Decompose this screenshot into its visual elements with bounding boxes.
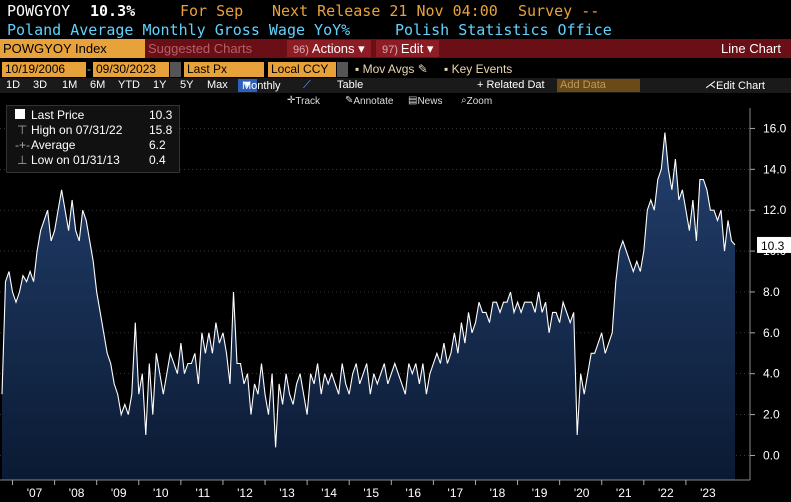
header-line-1: POWGYOY 10.3% For Sep Next Release 21 No… xyxy=(0,0,791,20)
edit-button[interactable]: 97) Edit ▾ xyxy=(376,40,440,57)
ticker: POWGYOY xyxy=(7,2,71,20)
track-tool[interactable]: ✛ Track xyxy=(287,95,321,107)
x-tick-label: '17 xyxy=(448,486,464,500)
header-line-2: Poland Average Monthly Gross Wage YoY% P… xyxy=(0,20,791,39)
related-data-button[interactable]: + Related Dat xyxy=(477,79,545,91)
series-line xyxy=(1,132,736,448)
x-tick-label: '21 xyxy=(616,486,632,500)
period-1m[interactable]: 1M xyxy=(62,79,78,91)
period-1y[interactable]: 1Y xyxy=(153,79,167,91)
x-tick-label: '10 xyxy=(153,486,169,500)
chart-line-icon[interactable]: ⟋ xyxy=(303,79,311,91)
start-date-input[interactable]: 10/19/2006 xyxy=(2,62,86,77)
legend: Last Price 10.3 ⊤ High on 07/31/22 15.8 … xyxy=(6,105,180,173)
for-period: For Sep xyxy=(180,2,244,20)
y-tick-label: 8.0 xyxy=(763,285,780,299)
bracket-icon: ⊤ xyxy=(17,123,28,137)
y-tick-label: 4.0 xyxy=(763,367,780,381)
x-tick-label: '07 xyxy=(27,486,43,500)
x-tick-label: '23 xyxy=(700,486,716,500)
y-tick-label: 6.0 xyxy=(763,326,780,340)
y-tick-label: 12.0 xyxy=(763,203,787,217)
end-date-input[interactable]: 09/30/2023 xyxy=(93,62,169,77)
currency-select[interactable]: Local CCY xyxy=(268,62,336,77)
period-3d[interactable]: 3D xyxy=(33,79,48,91)
next-release: Next Release 21 Nov 04:00 xyxy=(272,2,498,20)
x-tick-label: '15 xyxy=(363,486,379,500)
white-square-icon xyxy=(15,109,25,119)
period-1d[interactable]: 1D xyxy=(6,79,21,91)
chart-type-label: Line Chart xyxy=(721,41,781,56)
x-tick-label: '13 xyxy=(279,486,295,500)
y-tick-label: 16.0 xyxy=(763,121,787,135)
key-events-toggle[interactable]: ▪ Key Events xyxy=(444,62,513,76)
y-tick-label: 2.0 xyxy=(763,408,780,422)
dash-icon: -+- xyxy=(15,138,30,152)
table-button[interactable]: Table xyxy=(337,79,364,91)
tools-row: ✛ Track ✎ Annotate ▤ News ⌕ Zoom xyxy=(0,94,791,108)
y-axis-ticks: 0.02.04.06.08.010.012.014.016.0 xyxy=(750,121,787,462)
last-value-tag: 10.3 xyxy=(757,236,791,253)
survey: Survey -- xyxy=(518,2,600,20)
suggested-charts[interactable]: Suggested Charts xyxy=(148,41,253,56)
actions-button[interactable]: 96) Actions ▾ xyxy=(287,40,371,57)
calendar-icon[interactable] xyxy=(170,62,181,77)
legend-item-low: ⊥ Low on 01/31/13 0.4 xyxy=(17,153,166,167)
security-field[interactable]: POWGYOY Index xyxy=(0,39,145,58)
chevron-down-icon[interactable] xyxy=(337,62,348,77)
x-tick-label: '12 xyxy=(237,486,253,500)
legend-item-high: ⊤ High on 07/31/22 15.8 xyxy=(17,123,173,137)
x-tick-label: '16 xyxy=(405,486,421,500)
x-axis-ticks: '07 '08 '09 '10 '11 '12 '13 '14 '15 '16 '17 '18 '19 '… xyxy=(12,480,716,500)
x-tick-label: '18 xyxy=(490,486,506,500)
y-tick-label: 0.0 xyxy=(763,448,780,462)
zoom-tool[interactable]: ⌕ Zoom xyxy=(461,95,493,107)
controls-row: 10/19/2006 - 09/30/2023 Last Px Local CC… xyxy=(0,61,791,78)
edit-chart-button[interactable]: ⋌ Edit Chart xyxy=(705,79,765,92)
last-value: 10.3% xyxy=(90,2,136,20)
x-tick-label: '09 xyxy=(111,486,127,500)
period-ytd[interactable]: YTD xyxy=(118,79,140,91)
x-tick-label: '20 xyxy=(574,486,590,500)
x-tick-label: '22 xyxy=(658,486,674,500)
period-5y[interactable]: 5Y xyxy=(180,79,194,91)
x-tick-label: '11 xyxy=(195,486,210,500)
area-fill xyxy=(2,132,735,480)
mov-avgs-toggle[interactable]: ▪ Mov Avgs ✎ xyxy=(355,62,428,76)
field-select[interactable]: Last Px xyxy=(184,62,264,77)
add-data-input[interactable]: Add Data xyxy=(557,79,640,92)
annotate-tool[interactable]: ✎ Annotate xyxy=(345,95,394,107)
toolbar: POWGYOY Index Suggested Charts 96) Action… xyxy=(0,39,791,58)
x-tick-label: '19 xyxy=(532,486,548,500)
x-tick-label: '14 xyxy=(321,486,337,500)
period-row: 1D 3D 1M 6M YTD 1Y 5Y Max Monthly ▼ ⟋ Ta… xyxy=(0,78,791,93)
source: Polish Statistics Office xyxy=(395,21,612,39)
legend-item-average: -+- Average 6.2 xyxy=(15,138,166,152)
period-max[interactable]: Max xyxy=(207,79,228,91)
x-tick-label: '08 xyxy=(69,486,85,500)
description: Poland Average Monthly Gross Wage YoY% xyxy=(7,21,351,39)
frequency-select[interactable]: Monthly ▼ xyxy=(238,79,281,92)
y-tick-label: 14.0 xyxy=(763,162,787,176)
legend-item-last-price: Last Price 10.3 xyxy=(7,108,179,123)
bracket-icon: ⊥ xyxy=(17,153,28,167)
period-6m[interactable]: 6M xyxy=(90,79,106,91)
last-value-label: 10.3 xyxy=(761,239,785,253)
news-tool[interactable]: ▤ News xyxy=(408,95,443,107)
